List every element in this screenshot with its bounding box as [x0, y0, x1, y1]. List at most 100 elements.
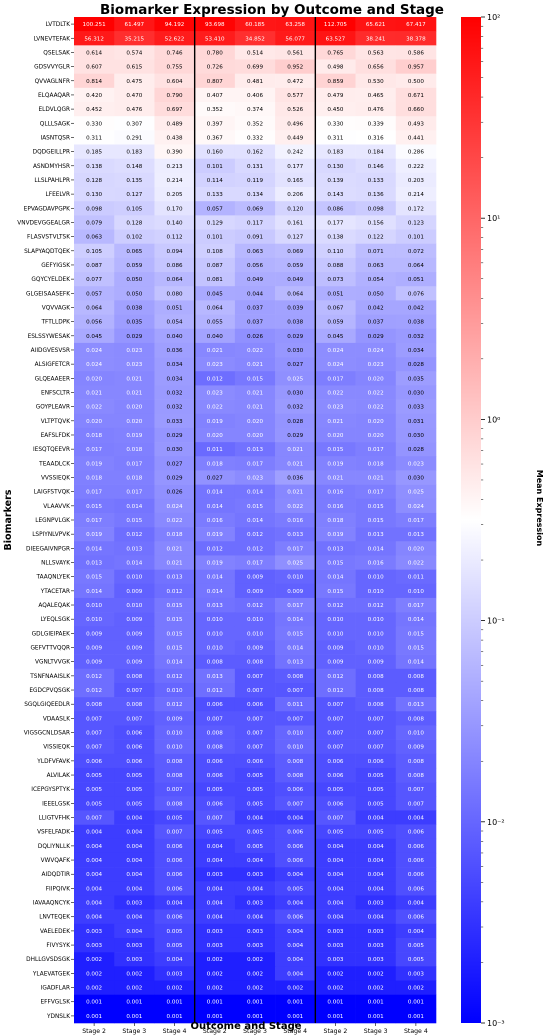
heatmap-cell [355, 512, 397, 528]
heatmap-cell [234, 966, 276, 981]
cell-value-label: 0.010 [86, 603, 102, 609]
cell-value-label: 0.005 [167, 816, 183, 822]
cell-value-label: 0.008 [167, 759, 183, 765]
biomarker-label: NLLSVAYK [41, 561, 70, 567]
heatmap-cell [355, 413, 397, 429]
cell-value-label: 0.008 [287, 773, 303, 779]
cell-value-label: 63.527 [326, 36, 346, 42]
cell-value-label: 0.012 [207, 546, 223, 552]
heatmap-cell [74, 229, 115, 245]
cell-value-label: 0.002 [207, 986, 223, 992]
heatmap-cell [234, 385, 276, 400]
x-axis-title: Outcome and Stage [190, 1021, 301, 1032]
heatmap-cell [315, 782, 356, 797]
cell-value-label: 0.004 [368, 915, 384, 921]
heatmap-cell [74, 130, 115, 145]
cell-value-label: 0.604 [167, 79, 183, 85]
cell-value-label: 0.614 [86, 50, 102, 56]
heatmap-cell [234, 73, 276, 89]
heatmap-cell [315, 158, 356, 174]
heatmap-cell [234, 796, 276, 811]
heatmap-cell [194, 215, 236, 230]
heatmap-cell [74, 725, 115, 740]
heatmap-cell [275, 597, 316, 613]
heatmap-cell [275, 555, 316, 570]
cell-value-label: 0.014 [167, 660, 183, 666]
heatmap-cell [315, 952, 356, 967]
heatmap-cell [114, 300, 155, 315]
heatmap-cell [194, 555, 236, 570]
cell-value-label: 0.010 [327, 631, 343, 637]
cell-value-label: 0.001 [167, 1000, 183, 1006]
heatmap-cell [395, 597, 437, 613]
cell-value-label: 56.312 [84, 36, 104, 42]
cell-value-label: 0.203 [408, 178, 424, 184]
cell-value-label: 0.034 [408, 348, 424, 354]
biomarker-label: LAIGFSTVQK [34, 490, 71, 496]
heatmap-cell [355, 980, 397, 995]
cell-value-label: 0.128 [126, 220, 142, 226]
heatmap-cell [315, 215, 356, 230]
cell-value-label: 0.018 [86, 433, 102, 439]
heatmap-cell [74, 994, 115, 1010]
cell-value-label: 0.001 [126, 1000, 142, 1006]
cell-value-label: 0.004 [247, 858, 263, 864]
cell-value-label: 0.098 [368, 206, 384, 212]
heatmap-cell [114, 498, 155, 514]
cell-value-label: 0.162 [247, 150, 263, 156]
cell-value-label: 0.008 [287, 759, 303, 765]
cell-value-label: 0.003 [247, 929, 263, 935]
cell-value-label: 0.010 [167, 688, 183, 694]
cell-value-label: 0.012 [327, 603, 343, 609]
cell-value-label: 0.008 [408, 716, 424, 722]
heatmap-cell [114, 243, 155, 259]
heatmap-cell [154, 470, 195, 485]
cell-value-label: 0.050 [126, 291, 142, 297]
cell-value-label: 0.002 [207, 957, 223, 963]
cell-value-label: 0.014 [368, 546, 384, 552]
heatmap-cell [234, 654, 276, 670]
heatmap-cell [395, 357, 437, 372]
stage-tick-label: Stage 4 [283, 1028, 307, 1035]
cell-value-label: 0.023 [327, 405, 343, 411]
heatmap-cell [194, 371, 236, 386]
heatmap-cell [74, 541, 115, 556]
cell-value-label: 0.080 [167, 291, 183, 297]
heatmap-cell [194, 583, 236, 599]
heatmap-cell [275, 130, 316, 145]
heatmap-cell [194, 937, 236, 953]
cell-value-label: 0.367 [207, 135, 223, 141]
heatmap-cell [234, 767, 276, 783]
cell-value-label: 0.004 [287, 929, 303, 935]
heatmap-cell [74, 966, 115, 981]
heatmap-cell [395, 867, 437, 882]
cell-value-label: 0.004 [287, 901, 303, 907]
cell-value-label: 0.006 [167, 886, 183, 892]
cell-value-label: 0.034 [167, 362, 183, 368]
heatmap-cell [275, 640, 316, 655]
heatmap-cell [194, 668, 236, 684]
cell-value-label: 0.045 [86, 334, 102, 340]
heatmap-cell [74, 31, 115, 46]
cell-value-label: 0.004 [207, 858, 223, 864]
heatmap-cell [154, 654, 195, 670]
heatmap-cell [154, 215, 195, 230]
biomarker-label: VDAASLK [43, 716, 70, 722]
heatmap-cell [74, 654, 115, 670]
cell-value-label: 0.205 [167, 192, 183, 198]
cell-value-label: 0.019 [126, 433, 142, 439]
heatmap-cell [194, 357, 236, 372]
heatmap-cell [275, 102, 316, 117]
heatmap-cell [154, 668, 195, 684]
heatmap-cell [395, 243, 437, 259]
heatmap-cell [154, 357, 195, 372]
cell-value-label: 0.014 [86, 546, 102, 552]
cell-value-label: 0.022 [408, 561, 424, 567]
heatmap-cell [194, 116, 236, 131]
cell-value-label: 0.063 [368, 263, 384, 269]
cell-value-label: 0.009 [126, 589, 142, 595]
heatmap-cell [275, 59, 316, 74]
cell-value-label: 0.135 [126, 178, 142, 184]
heatmap-cell [154, 385, 195, 400]
heatmap-cell [74, 711, 115, 726]
